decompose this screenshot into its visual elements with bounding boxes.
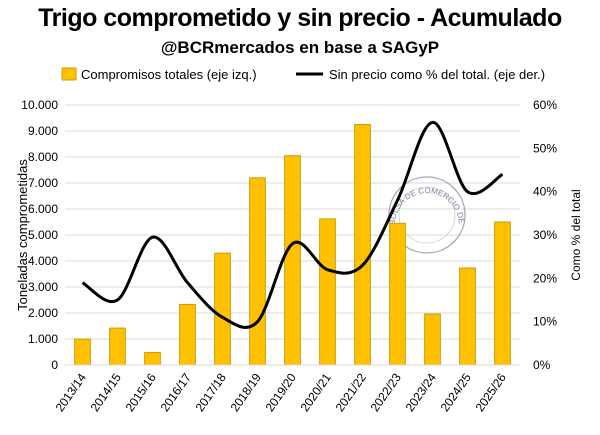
x-tick-label: 2023/24 <box>403 370 440 414</box>
y2-tick-label: 40% <box>533 185 557 199</box>
x-tick-label: 2022/23 <box>368 370 405 414</box>
bar <box>74 338 91 366</box>
y2-tick-label: 30% <box>533 228 557 242</box>
x-tick-label: 2016/17 <box>158 370 195 414</box>
bar <box>424 313 441 366</box>
chart-subtitle: @BCRmercados en base a SAGyP <box>160 38 440 57</box>
y-tick-label: 5.000 <box>28 228 58 242</box>
y-axis-label: Toneladas comprometidas <box>15 159 30 311</box>
x-tick-label: 2014/15 <box>88 370 125 414</box>
x-tick-label: 2013/14 <box>53 370 90 414</box>
y-tick-label: 4.000 <box>28 254 58 268</box>
bar <box>249 177 266 366</box>
legend-bar-label: Compromisos totales (eje izq.) <box>81 67 257 82</box>
y2-tick-label: 0% <box>533 358 551 372</box>
bar <box>144 352 161 366</box>
y2-axis-label: Como % del total <box>569 189 583 280</box>
y2-tick-label: 60% <box>533 98 557 112</box>
bar <box>284 155 301 366</box>
bar <box>354 124 371 366</box>
bar <box>109 327 126 366</box>
y2-tick-label: 20% <box>533 271 557 285</box>
bar <box>494 221 511 366</box>
y-tick-label: 3.000 <box>28 280 58 294</box>
y-tick-label: 6.000 <box>28 202 58 216</box>
x-tick-label: 2021/22 <box>333 370 370 414</box>
legend-bar-swatch <box>61 67 77 81</box>
x-tick-label: 2024/25 <box>438 370 475 414</box>
y-tick-label: 2.000 <box>28 306 58 320</box>
bar <box>179 303 196 366</box>
x-tick-label: 2019/20 <box>263 370 300 414</box>
legend-line-label: Sin precio como % del total. (eje der.) <box>329 67 545 82</box>
bar <box>319 218 336 366</box>
x-tick-label: 2017/18 <box>193 370 230 414</box>
y-tick-label: 7.000 <box>28 176 58 190</box>
watermark-text: BOLSA DE COMERCIO DE ROSARIO <box>0 0 466 225</box>
watermark-seal-icon <box>398 186 456 244</box>
chart-title: Trigo comprometido y sin precio - Acumul… <box>38 4 562 32</box>
y2-tick-label: 50% <box>533 141 557 155</box>
y-tick-label: 10.000 <box>21 98 58 112</box>
bar <box>214 252 231 366</box>
x-tick-label: 2020/21 <box>298 370 335 414</box>
y-tick-label: 8.000 <box>28 150 58 164</box>
y-tick-label: 9.000 <box>28 124 58 138</box>
y-tick-label: 1.000 <box>28 332 58 346</box>
x-tick-label: 2025/26 <box>473 370 510 414</box>
x-tick-label: 2015/16 <box>123 370 160 414</box>
y2-tick-label: 10% <box>533 315 557 329</box>
y-tick-label: 0 <box>51 358 58 372</box>
bar <box>459 267 476 366</box>
x-tick-label: 2018/19 <box>228 370 265 414</box>
bar <box>389 222 406 366</box>
